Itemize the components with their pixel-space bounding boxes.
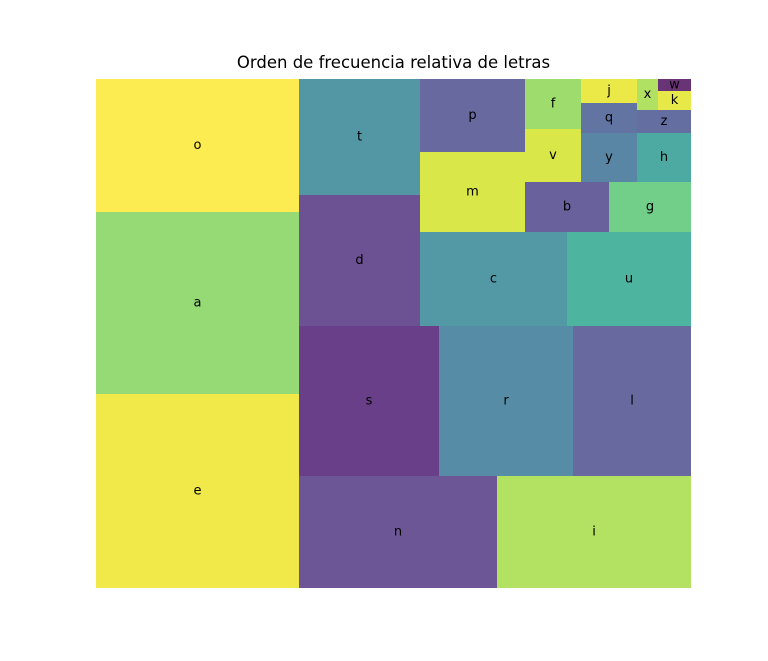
tile-label-s: s [366, 394, 373, 409]
tile-n [299, 476, 497, 588]
tile-f [525, 79, 581, 129]
tile-label-q: q [605, 111, 613, 126]
tile-s [299, 326, 439, 476]
tile-j [581, 79, 637, 103]
tile-label-p: p [468, 108, 476, 123]
tile-z [637, 110, 691, 133]
tile-h [637, 133, 691, 182]
tile-label-x: x [644, 87, 652, 102]
tile-y [581, 133, 637, 182]
tile-label-n: n [394, 525, 402, 540]
tile-label-c: c [490, 272, 497, 287]
tile-x [637, 79, 658, 110]
tile-label-k: k [671, 93, 679, 108]
tile-label-t: t [357, 130, 362, 145]
tile-label-i: i [592, 525, 596, 540]
tile-g [609, 182, 691, 232]
tile-label-d: d [355, 253, 363, 268]
tile-label-u: u [625, 272, 633, 287]
tile-w [658, 79, 691, 91]
tile-label-l: l [630, 394, 634, 409]
tile-label-w: w [669, 78, 680, 93]
tile-u [567, 232, 691, 326]
tile-label-h: h [660, 150, 668, 165]
tile-label-z: z [661, 114, 668, 129]
tile-o [96, 79, 299, 212]
tile-label-a: a [194, 296, 202, 311]
tile-label-m: m [466, 185, 479, 200]
tile-t [299, 79, 420, 195]
tile-i [497, 476, 691, 588]
tile-label-y: y [605, 150, 613, 165]
tile-e [96, 394, 299, 588]
tile-q [581, 103, 637, 133]
tile-k [658, 91, 691, 110]
tile-p [420, 79, 525, 152]
tile-m [420, 152, 525, 232]
tile-label-r: r [503, 394, 509, 409]
tile-label-b: b [563, 200, 571, 215]
chart-title: Orden de frecuencia relativa de letras [236, 53, 551, 72]
tile-b [525, 182, 609, 232]
tile-l [573, 326, 691, 476]
tile-label-v: v [549, 148, 557, 163]
tile-label-o: o [194, 138, 202, 153]
tile-c [420, 232, 567, 326]
tile-v [525, 129, 581, 182]
tile-label-e: e [194, 484, 202, 499]
tile-r [439, 326, 573, 476]
tile-label-j: j [606, 84, 611, 99]
tile-label-f: f [551, 97, 556, 112]
tile-a [96, 212, 299, 394]
tile-label-g: g [646, 200, 654, 215]
tile-d [299, 195, 420, 326]
